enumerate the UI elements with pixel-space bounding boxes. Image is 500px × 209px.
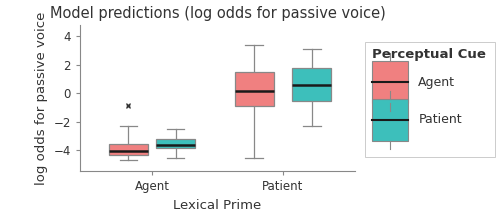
Text: Perceptual Cue: Perceptual Cue xyxy=(372,47,486,61)
X-axis label: Lexical Prime: Lexical Prime xyxy=(174,199,262,209)
Bar xyxy=(292,68,332,101)
Title: Model predictions (log odds for passive voice): Model predictions (log odds for passive … xyxy=(50,6,386,21)
Y-axis label: log odds for passive voice: log odds for passive voice xyxy=(35,11,48,185)
FancyBboxPatch shape xyxy=(372,61,408,103)
Bar xyxy=(156,139,195,148)
Bar xyxy=(234,72,274,106)
Text: Agent: Agent xyxy=(418,75,456,89)
FancyBboxPatch shape xyxy=(372,99,408,141)
Bar xyxy=(109,144,148,155)
Text: Patient: Patient xyxy=(418,113,462,126)
